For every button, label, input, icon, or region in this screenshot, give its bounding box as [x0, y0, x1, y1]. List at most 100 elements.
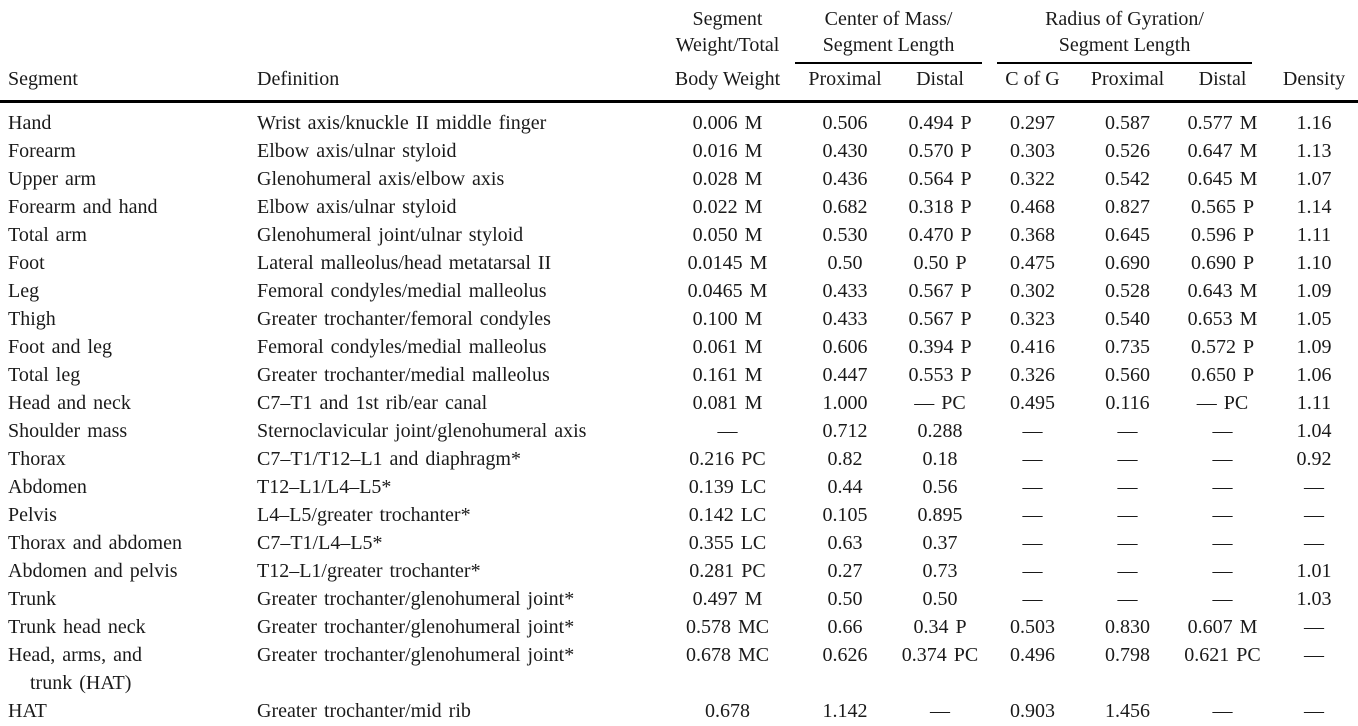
cell-com_distal: 0.374 PC	[901, 644, 979, 666]
cell-density: —	[1304, 616, 1325, 638]
cell-definition: Greater trochanter/mid rib	[257, 700, 471, 722]
cell-definition: Glenohumeral axis/elbow axis	[257, 168, 505, 190]
cell-rog_distal: 0.577 M	[1187, 112, 1258, 134]
col-header-com-distal: Distal	[895, 64, 986, 103]
cell-rog_proximal: —	[1117, 588, 1138, 610]
cell-rog_distal: 0.645 M	[1187, 168, 1258, 190]
table-body: Hand Wrist axis/knuckle II middle finger 0…	[0, 102, 1358, 726]
cell-rog_cofg: 0.468	[1010, 196, 1056, 218]
cell-definition: Elbow axis/ulnar styloid	[257, 196, 457, 218]
rog-group-line1: Radius of Gyration/	[1045, 8, 1204, 30]
cell-weight: 0.678 MC	[685, 644, 770, 666]
cell-com_proximal: 0.66	[827, 616, 863, 638]
cell-weight: 0.139 LC	[688, 476, 767, 498]
col-header-rog-distal: Distal	[1175, 64, 1271, 103]
cell-com_distal: 0.570 P	[908, 140, 972, 162]
cell-rog_cofg: 0.496	[1010, 644, 1056, 666]
cell-com_proximal: 0.433	[822, 280, 868, 302]
table-row: Head and neck C7–T1 and 1st rib/ear canal…	[0, 389, 1358, 417]
cell-definition: Greater trochanter/glenohumeral joint*	[257, 644, 575, 666]
col-header-weight-top: Segment Weight/Total	[660, 0, 795, 64]
cell-com_proximal: 0.626	[822, 644, 868, 666]
cell-definition: Glenohumeral joint/ulnar styloid	[257, 224, 524, 246]
cell-com_distal: 0.553 P	[908, 364, 972, 386]
cell-com_proximal: 0.430	[822, 140, 868, 162]
cell-segment: Pelvis	[8, 504, 57, 526]
cell-segment: Upper arm	[8, 168, 97, 190]
cell-com_distal: 0.567 P	[908, 308, 972, 330]
table-row: Foot and leg Femoral condyles/medial mall…	[0, 333, 1358, 361]
cell-rog_distal: —	[1212, 476, 1233, 498]
cell-definition: L4–L5/greater trochanter*	[257, 504, 471, 526]
cell-definition: Elbow axis/ulnar styloid	[257, 140, 457, 162]
cell-rog_distal: 0.643 M	[1187, 280, 1258, 302]
cell-com_distal: 0.564 P	[908, 168, 972, 190]
cell-rog_cofg: 0.495	[1010, 392, 1056, 414]
cell-rog_distal: 0.565 P	[1190, 196, 1255, 218]
cell-rog_cofg: 0.297	[1010, 112, 1056, 134]
group-header-row: Segment Weight/Total Center of Mass/ Seg…	[0, 0, 1358, 64]
cell-rog_proximal: 0.528	[1105, 280, 1151, 302]
cell-com_proximal: 0.682	[822, 196, 868, 218]
cell-segment: Forearm and hand	[8, 196, 158, 218]
cell-definition: C7–T1 and 1st rib/ear canal	[257, 392, 488, 414]
cell-segment: Head, arms, and trunk (HAT)	[8, 644, 142, 694]
cell-segment: Abdomen and pelvis	[8, 560, 178, 582]
cell-weight: 0.016 M	[692, 140, 763, 162]
cell-segment: Abdomen	[8, 476, 87, 498]
cell-rog_cofg: 0.302	[1010, 280, 1056, 302]
cell-com_proximal: 1.142	[822, 700, 868, 722]
cell-rog_proximal: —	[1117, 448, 1138, 470]
cell-definition: C7–T1/L4–L5*	[257, 532, 383, 554]
table-row: HAT Greater trochanter/mid rib 0.678 1.142 —…	[0, 697, 1358, 725]
table-row: Foot Lateral malleolus/head metatarsal II…	[0, 249, 1358, 277]
header-spacer-density	[1270, 0, 1358, 64]
cell-rog_cofg: —	[1022, 588, 1043, 610]
cell-com_distal: 0.37	[922, 532, 958, 554]
table-row: Upper arm Glenohumeral axis/elbow axis 0.0…	[0, 165, 1358, 193]
cell-rog_cofg: 0.416	[1010, 336, 1056, 358]
cell-rog_distal: —	[1212, 532, 1233, 554]
table-row: Pelvis L4–L5/greater trochanter* 0.142 LC 0…	[0, 501, 1358, 529]
cell-weight: 0.281 PC	[689, 560, 766, 582]
table-row: Forearm and hand Elbow axis/ulnar styloid…	[0, 193, 1358, 221]
cell-com_proximal: 0.712	[822, 420, 868, 442]
cell-com_proximal: 0.433	[822, 308, 868, 330]
cell-density: 1.03	[1296, 588, 1332, 610]
cell-density: 1.16	[1296, 112, 1332, 134]
cell-rog_proximal: 0.827	[1105, 196, 1151, 218]
cell-weight: 0.022 M	[692, 196, 763, 218]
cell-definition: T12–L1/greater trochanter*	[257, 560, 481, 582]
cell-weight: 0.028 M	[692, 168, 763, 190]
table-row: Abdomen T12–L1/L4–L5* 0.139 LC 0.44 0.56 — — — —	[0, 473, 1358, 501]
cell-definition: Femoral condyles/medial malleolus	[257, 280, 547, 302]
segment-name-line2: trunk (HAT)	[30, 672, 132, 694]
cell-density: 1.11	[1296, 392, 1332, 414]
cell-definition: Greater trochanter/femoral condyles	[257, 308, 551, 330]
rog-group-line2: Segment Length	[1058, 34, 1191, 56]
cell-density: —	[1304, 644, 1325, 666]
cell-rog_proximal: 0.645	[1105, 224, 1151, 246]
cell-rog_cofg: 0.903	[1010, 700, 1056, 722]
cell-rog_distal: 0.621 PC	[1184, 644, 1261, 666]
cell-com_distal: 0.50	[922, 588, 958, 610]
cell-segment: Thigh	[8, 308, 56, 330]
column-header-row: Segment Definition Body Weight Proximal …	[0, 64, 1358, 103]
cell-rog_proximal: 0.735	[1105, 336, 1151, 358]
cell-rog_proximal: —	[1117, 560, 1138, 582]
cell-rog_distal: —	[1212, 588, 1233, 610]
cell-com_proximal: 0.530	[822, 224, 868, 246]
col-header-density: Density	[1270, 64, 1358, 103]
cell-weight: 0.678	[705, 700, 750, 722]
table-row: Trunk head neck Greater trochanter/glenoh…	[0, 613, 1358, 641]
cell-com_distal: — PC	[914, 392, 966, 414]
cell-density: —	[1304, 532, 1325, 554]
table-row: Head, arms, and trunk (HAT) Greater trocha…	[0, 641, 1358, 697]
cell-rog_distal: 0.650 P	[1190, 364, 1255, 386]
col-header-body-weight: Body Weight	[660, 64, 795, 103]
cell-com_distal: 0.50 P	[913, 252, 967, 274]
cell-weight: 0.100 M	[692, 308, 763, 330]
cell-definition: Greater trochanter/medial malleolus	[257, 364, 550, 386]
cell-com_proximal: 0.50	[827, 252, 863, 274]
